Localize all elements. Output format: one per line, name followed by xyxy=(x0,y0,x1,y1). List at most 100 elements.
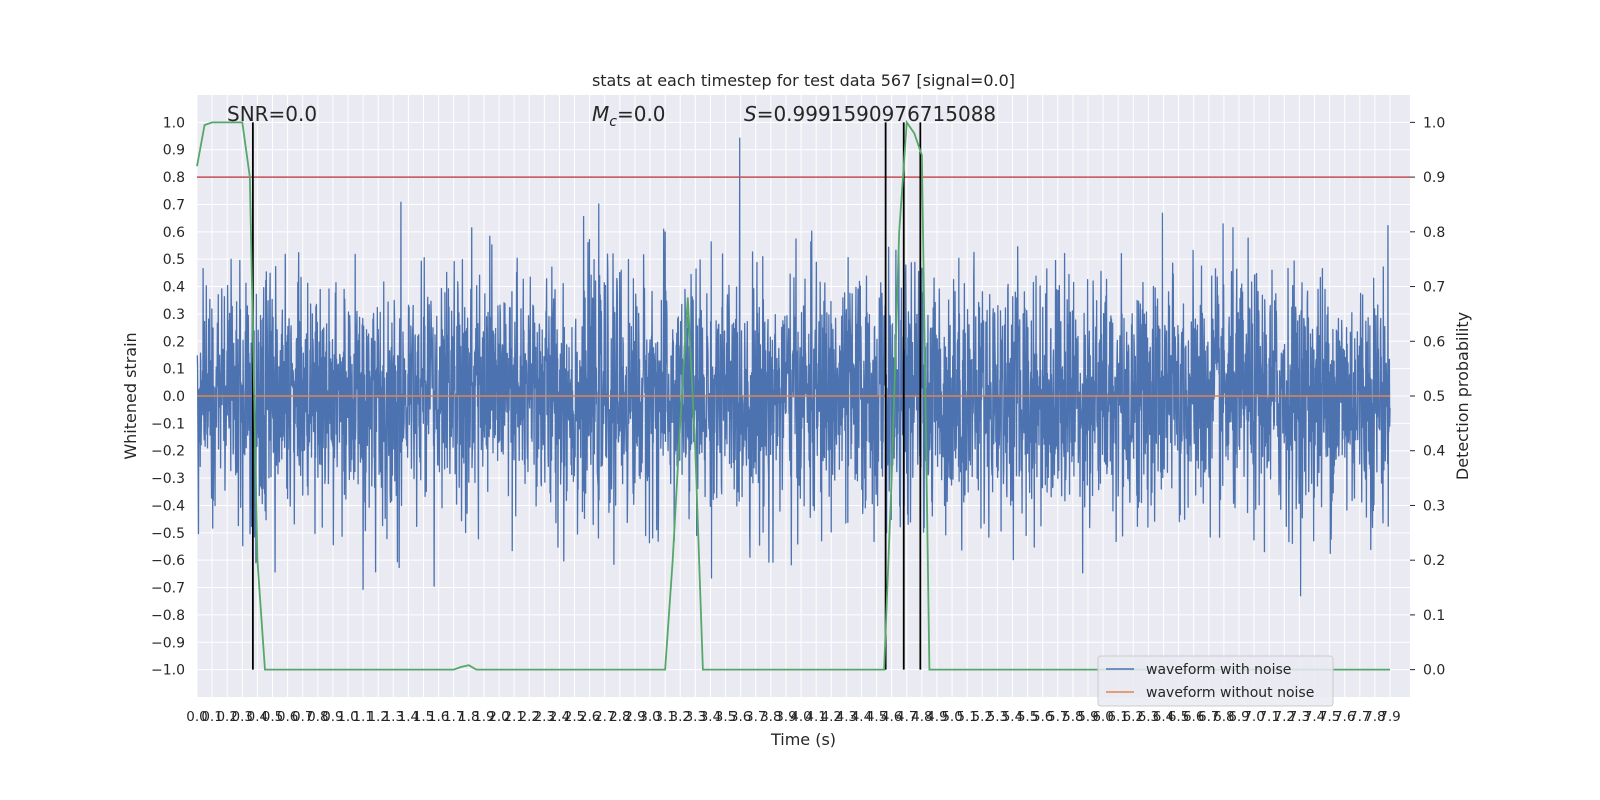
y-tick-label: −0.3 xyxy=(151,471,185,487)
x-tick-label: 7.8 xyxy=(1364,709,1385,725)
x-axis-label: Time (s) xyxy=(770,730,836,749)
x-tick-label: 2.8 xyxy=(609,709,630,725)
y-tick-label: −0.6 xyxy=(151,553,185,569)
x-tick-label: 7.6 xyxy=(1334,709,1355,725)
y-tick-label: −0.1 xyxy=(151,416,185,432)
x-tick-label: 4.5 xyxy=(866,709,887,725)
y-tick-label: −0.4 xyxy=(151,498,185,514)
x-tick-label: 0.1 xyxy=(201,709,222,725)
y-tick-label: 0.4 xyxy=(163,280,185,296)
x-tick-label: 0.6 xyxy=(277,709,298,725)
annotation-s-symbol: S xyxy=(744,102,757,126)
x-tick-label: 6.7 xyxy=(1198,709,1219,725)
y-right-tick-label: 0.5 xyxy=(1423,389,1445,405)
x-tick-label: 0.3 xyxy=(232,709,253,725)
x-tick-label: 7.2 xyxy=(1274,709,1295,725)
annotation-chirp-mass: Mc=0.0 xyxy=(592,102,666,130)
x-tick-label: 6.4 xyxy=(1153,709,1174,725)
annotation-s-value: =0.9991590976715088 xyxy=(757,102,996,126)
x-tick-label: 7.1 xyxy=(1258,709,1279,725)
y-tick-label: −0.5 xyxy=(151,526,185,542)
annotation-mc-value: =0.0 xyxy=(617,102,666,126)
x-tick-label: 5.9 xyxy=(1077,709,1098,725)
y-right-tick-label: 0.8 xyxy=(1423,225,1445,241)
legend-label-without-noise: waveform without noise xyxy=(1146,685,1314,701)
legend-box xyxy=(1097,655,1334,707)
x-tick-label: 3.6 xyxy=(730,709,751,725)
x-tick-label: 3.3 xyxy=(685,709,706,725)
x-tick-label: 0.8 xyxy=(307,709,328,725)
annotation-score: S=0.9991590976715088 xyxy=(744,102,996,126)
x-tick-label: 1.9 xyxy=(473,709,494,725)
y-right-tick-label: 1.0 xyxy=(1423,115,1445,131)
x-tick-label: 6.0 xyxy=(1092,709,1113,725)
x-tick-label: 3.2 xyxy=(669,709,690,725)
x-tick-label: 7.4 xyxy=(1304,709,1325,725)
y-axis-left-ticks: 1.0 0.9 0.8 0.7 0.6 0.5 0.4 0.3 0.2 0.1 0.0 −0.1 −0.… xyxy=(151,115,185,678)
y-tick-label: −1.0 xyxy=(151,663,185,679)
x-tick-label: 1.6 xyxy=(428,709,449,725)
x-tick-label: 1.4 xyxy=(398,709,419,725)
annotation-mc-symbol: M xyxy=(592,102,609,126)
x-tick-label: 5.5 xyxy=(1017,709,1038,725)
x-tick-label: 0.5 xyxy=(262,709,283,725)
y-tick-label: 0.1 xyxy=(163,362,185,378)
x-tick-label: 2.5 xyxy=(564,709,585,725)
x-tick-label: 4.4 xyxy=(851,709,872,725)
x-tick-label: 4.7 xyxy=(896,709,917,725)
x-tick-label: 6.5 xyxy=(1168,709,1189,725)
x-tick-label: 6.2 xyxy=(1123,709,1144,725)
x-tick-label: 2.3 xyxy=(534,709,555,725)
x-tick-label: 3.9 xyxy=(775,709,796,725)
y-right-tick-label: 0.0 xyxy=(1423,663,1445,679)
x-tick-label: 0.9 xyxy=(322,709,343,725)
x-tick-label: 2.1 xyxy=(503,709,524,725)
legend-label-with-noise: waveform with noise xyxy=(1146,662,1291,678)
series-waveform-with-noise xyxy=(196,137,1391,597)
x-tick-label: 1.7 xyxy=(443,709,464,725)
y-tick-label: 0.2 xyxy=(163,334,185,350)
y-tick-label: 0.0 xyxy=(163,389,185,405)
y-right-tick-label: 0.2 xyxy=(1423,553,1445,569)
y-tick-label: 0.8 xyxy=(163,170,185,186)
x-tick-label: 5.2 xyxy=(972,709,993,725)
x-tick-label: 7.3 xyxy=(1289,709,1310,725)
x-tick-label: 2.7 xyxy=(594,709,615,725)
x-tick-label: 3.5 xyxy=(715,709,736,725)
x-tick-label: 4.0 xyxy=(790,709,811,725)
x-tick-label: 6.8 xyxy=(1213,709,1234,725)
y-tick-label: 0.5 xyxy=(163,252,185,268)
detection-probability-line xyxy=(196,119,1390,671)
noise-waveform-path xyxy=(196,137,1391,597)
x-tick-label: 5.1 xyxy=(956,709,977,725)
x-tick-label: 2.2 xyxy=(518,709,539,725)
y-right-tick-label: 0.4 xyxy=(1423,444,1445,460)
y-right-tick-label: 0.1 xyxy=(1423,608,1445,624)
y-tick-label: 1.0 xyxy=(163,115,185,131)
y-axis-right-label: Detection probability xyxy=(1453,312,1472,480)
y-right-tick-label: 0.9 xyxy=(1423,170,1445,186)
x-tick-label: 1.3 xyxy=(383,709,404,725)
x-tick-label: 5.8 xyxy=(1062,709,1083,725)
x-tick-label: 1.5 xyxy=(413,709,434,725)
y-right-tick-label: 0.3 xyxy=(1423,498,1445,514)
x-tick-label: 4.2 xyxy=(821,709,842,725)
x-tick-label: 3.1 xyxy=(654,709,675,725)
y-tick-label: 0.7 xyxy=(163,197,185,213)
x-tick-label: 5.0 xyxy=(941,709,962,725)
x-tick-label: 6.9 xyxy=(1228,709,1249,725)
y-tick-label: 0.9 xyxy=(163,143,185,159)
x-tick-label: 1.1 xyxy=(352,709,373,725)
y-right-tick-label: 0.7 xyxy=(1423,280,1445,296)
legend: waveform with noise waveform without noi… xyxy=(1097,655,1334,707)
x-tick-label: 0.4 xyxy=(247,709,268,725)
annotation-mc-subscript: c xyxy=(609,114,617,130)
x-tick-label: 5.6 xyxy=(1032,709,1053,725)
x-tick-label: 7.9 xyxy=(1379,709,1400,725)
x-tick-label: 4.1 xyxy=(805,709,826,725)
x-tick-label: 2.9 xyxy=(624,709,645,725)
y-tick-label: 0.3 xyxy=(163,307,185,323)
x-tick-label: 1.2 xyxy=(367,709,388,725)
